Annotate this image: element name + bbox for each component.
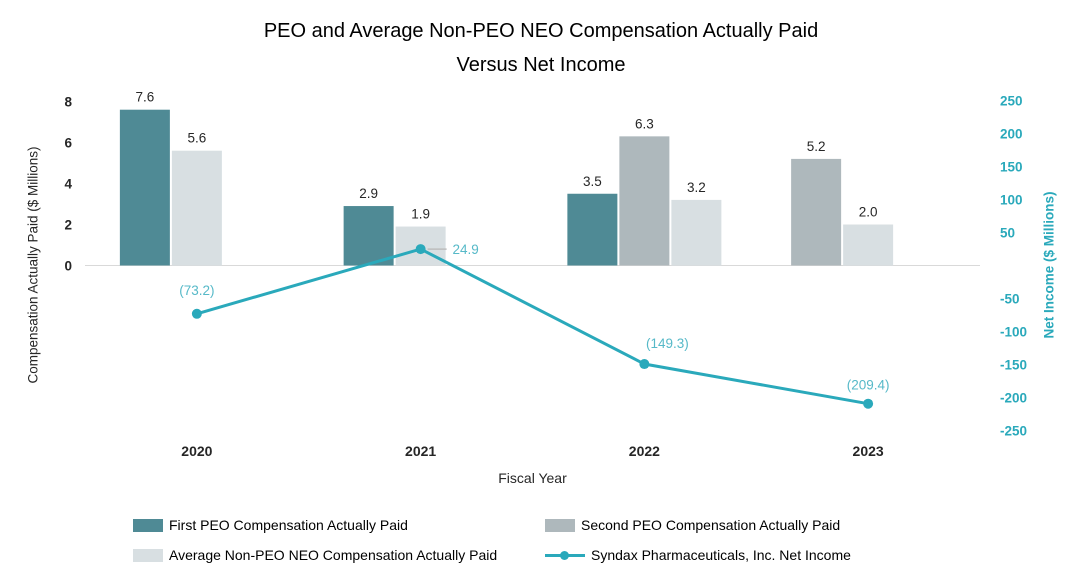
left-axis-tick: 8	[64, 95, 72, 110]
right-axis-tick: -200	[1000, 391, 1027, 406]
legend-marker-icon	[560, 550, 569, 560]
x-axis-tick: 2022	[629, 443, 660, 459]
left-axis-tick: 6	[64, 136, 72, 151]
right-axis-tick: 50	[1000, 226, 1015, 241]
chart-title: PEO and Average Non-PEO NEO Compensation…	[0, 14, 1082, 82]
legend-line-symbol	[545, 550, 585, 560]
legend-label: Average Non-PEO NEO Compensation Actuall…	[169, 547, 498, 563]
right-axis-tick: 100	[1000, 193, 1023, 208]
net-income-marker	[415, 244, 426, 255]
chart-title-line2: Versus Net Income	[456, 54, 626, 76]
legend-swatch	[133, 548, 163, 562]
left-axis-title: Compensation Actually Paid ($ Millions)	[25, 146, 41, 384]
net-income-value-label: (209.4)	[847, 378, 890, 393]
bar-value-label: 5.6	[187, 131, 206, 146]
bar-value-label: 2.9	[359, 186, 378, 201]
bar	[343, 206, 394, 266]
x-axis-tick: 2020	[181, 443, 212, 459]
x-axis-tick: 2021	[405, 443, 436, 459]
legend-item: Average Non-PEO NEO Compensation Actuall…	[133, 546, 545, 564]
bar-value-label: 7.6	[135, 90, 154, 105]
net-income-value-label: 24.9	[452, 242, 478, 257]
right-axis-tick: -100	[1000, 325, 1027, 340]
bar-value-label: 6.3	[635, 116, 654, 131]
bar-value-label: 2.0	[859, 205, 878, 220]
net-income-marker	[191, 308, 202, 319]
legend: First PEO Compensation Actually Paid Seco…	[133, 516, 851, 564]
legend-swatch	[545, 518, 575, 532]
bar-value-label: 1.9	[411, 207, 430, 222]
right-axis-tick: 150	[1000, 160, 1023, 175]
right-axis-tick: -250	[1000, 424, 1027, 439]
right-axis-title: Net Income ($ Millions)	[1041, 191, 1057, 339]
bar-value-label: 3.5	[583, 174, 602, 189]
right-axis-tick: 250	[1000, 94, 1023, 109]
legend-label: Syndax Pharmaceuticals, Inc. Net Income	[591, 547, 851, 563]
left-axis-tick: 0	[64, 259, 72, 274]
chart-title-line1: PEO and Average Non-PEO NEO Compensation…	[263, 20, 819, 42]
legend-label: Second PEO Compensation Actually Paid	[581, 517, 841, 533]
legend-item: Syndax Pharmaceuticals, Inc. Net Income	[545, 546, 851, 564]
legend-label: First PEO Compensation Actually Paid	[169, 517, 408, 533]
net-income-line	[196, 247, 869, 406]
bar	[791, 158, 842, 266]
bar	[567, 193, 618, 266]
bar	[843, 224, 894, 266]
bar	[619, 136, 670, 266]
bar	[171, 150, 222, 266]
legend-swatch	[133, 518, 163, 532]
x-axis-title: Fiscal Year	[498, 470, 567, 486]
net-income-marker	[863, 398, 874, 409]
x-axis-tick: 2023	[853, 443, 884, 459]
left-axis-tick: 4	[64, 177, 72, 192]
right-axis-tick: -50	[1000, 292, 1020, 307]
right-axis-tick: -150	[1000, 358, 1027, 373]
bar	[671, 199, 722, 266]
net-income-value-label: (73.2)	[179, 283, 214, 298]
bar	[119, 109, 170, 266]
left-axis-tick: 2	[64, 218, 72, 233]
legend-item: Second PEO Compensation Actually Paid	[545, 516, 851, 534]
bar-value-label: 5.2	[807, 139, 826, 154]
net-income-value-label: (149.3)	[646, 336, 689, 351]
legend-item: First PEO Compensation Actually Paid	[133, 516, 545, 534]
bar-value-label: 3.2	[687, 180, 706, 195]
right-axis-tick: 200	[1000, 127, 1023, 142]
net-income-marker	[639, 359, 650, 370]
